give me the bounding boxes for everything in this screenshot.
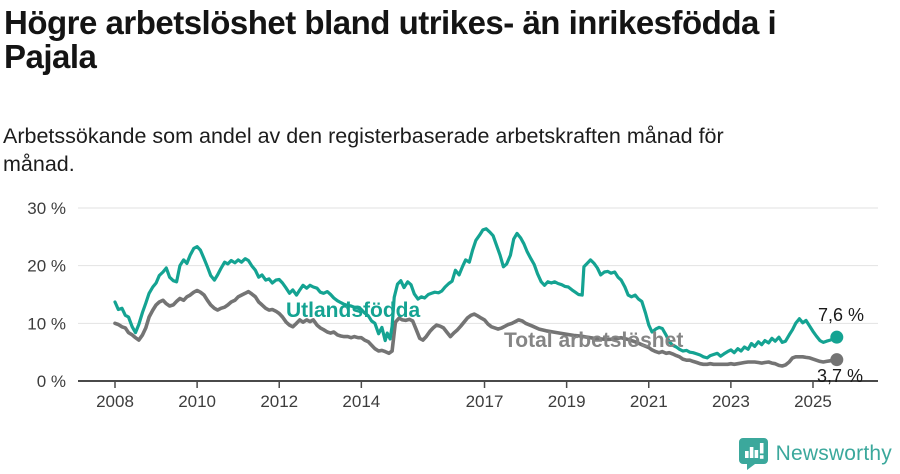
newsworthy-speech-bubble-bar-chart-icon xyxy=(738,438,768,470)
x-tick-label: 2014 xyxy=(342,392,380,411)
page-title-line-1: Högre arbetslöshet bland utrikes- än inr… xyxy=(4,4,777,41)
y-tick-label: 30 % xyxy=(27,199,66,218)
series-line-1 xyxy=(113,288,839,368)
newsworthy-logo: Newsworthy xyxy=(738,438,892,470)
page-title-line-2: Pajala xyxy=(4,38,97,75)
x-tick-label: 2010 xyxy=(178,392,216,411)
x-tick-label: 2021 xyxy=(630,392,668,411)
series-end-dot-0 xyxy=(830,330,844,344)
newsworthy-wordmark: Newsworthy xyxy=(775,442,892,465)
page-title: Högre arbetslöshet bland utrikes- än inr… xyxy=(4,6,884,74)
y-tick-label: 20 % xyxy=(27,257,66,276)
end-value-label-utlandsfodda: 7,6 % xyxy=(818,305,865,325)
y-tick-label: 10 % xyxy=(27,314,66,333)
chart-subtitle: Arbetssökande som andel av den registerb… xyxy=(3,124,724,176)
y-tick-label: 0 % xyxy=(37,372,66,391)
x-tick-label: 2019 xyxy=(548,392,586,411)
series-line-0 xyxy=(113,227,839,360)
x-tick-label: 2025 xyxy=(794,392,832,411)
x-tick-label: 2017 xyxy=(466,392,504,411)
x-tick-label: 2008 xyxy=(96,392,134,411)
x-tick-label: 2023 xyxy=(712,392,750,411)
end-value-label-total-arbetsloshet: 3,7 % xyxy=(817,366,864,386)
series-end-dot-1 xyxy=(830,353,844,367)
x-tick-label: 2012 xyxy=(260,392,298,411)
series-label-total-arbetsloshet: Total arbetslöshet xyxy=(504,329,684,352)
series-label-utlandsfodda: Utlandsfödda xyxy=(286,299,421,322)
